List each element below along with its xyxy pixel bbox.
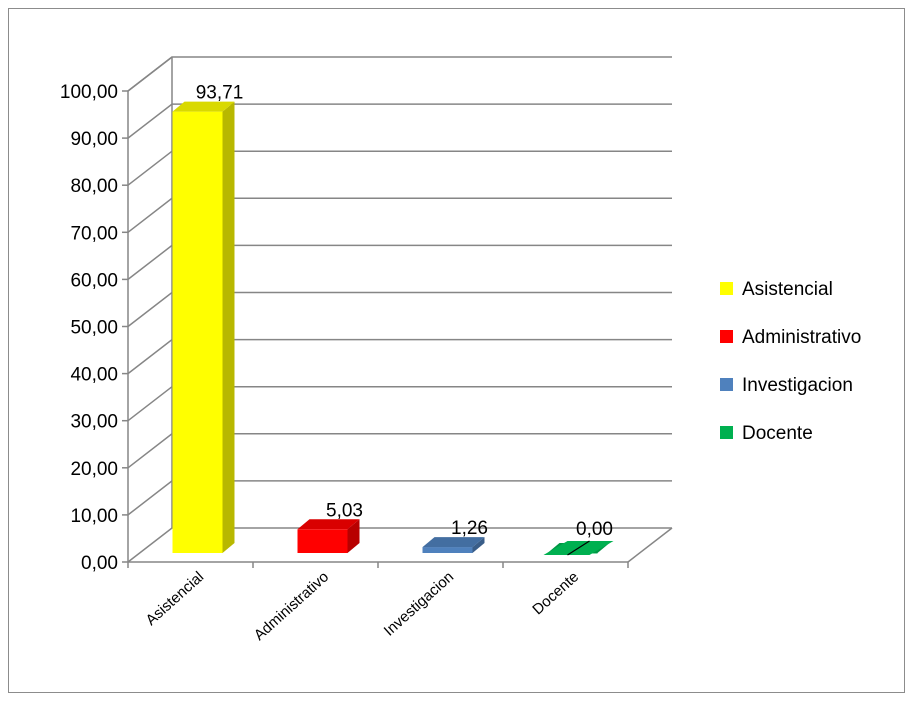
legend: Asistencial Administrativo Investigacion Do… (720, 279, 861, 444)
legend-label: Administrativo (742, 327, 861, 348)
y-tick-label: 100,00 (60, 82, 118, 103)
bar-front (422, 547, 473, 553)
y-tick-label: 20,00 (70, 459, 118, 480)
gridline (127, 150, 672, 186)
legend-label: Docente (742, 423, 813, 444)
gridlines (127, 56, 672, 563)
bars (172, 101, 614, 556)
legend-item: Docente (720, 423, 813, 444)
y-axis-tick-labels: 0,00 10,00 20,00 30,00 40,00 50,00 60,00 70,00 8… (60, 82, 118, 574)
x-tick-label: Administrativo (251, 568, 332, 644)
y-tick-label: 30,00 (70, 412, 118, 433)
legend-label: Asistencial (742, 279, 833, 300)
bar-top (172, 101, 235, 112)
bar-front (297, 529, 348, 553)
data-label-docente: 0,00 (576, 519, 613, 540)
data-label-asistencial: 93,71 (196, 83, 244, 104)
legend-swatch (720, 378, 733, 391)
gridline (127, 244, 672, 280)
gridline (127, 527, 672, 563)
bar-docente (543, 540, 614, 556)
legend-swatch (720, 426, 733, 439)
y-tick-label: 50,00 (70, 318, 118, 339)
gridline (127, 338, 672, 375)
data-label-administrativo: 5,03 (326, 500, 363, 521)
legend-item: Asistencial (720, 279, 833, 300)
y-tick-label: 70,00 (70, 223, 118, 244)
data-labels: 93,71 5,03 1,26 0,00 (196, 83, 613, 540)
bar-side (222, 101, 235, 553)
y-tick-label: 10,00 (70, 506, 118, 527)
x-tick-label: Investigacion (381, 568, 457, 639)
x-axis-tick-labels: Asistencial Administrativo Investigacion Do… (143, 568, 583, 644)
y-tick-label: 90,00 (70, 129, 118, 150)
x-tick-label: Docente (529, 568, 582, 618)
gridline (127, 56, 672, 92)
legend-swatch (720, 330, 733, 343)
y-tick-label: 80,00 (70, 176, 118, 197)
bar-top (422, 537, 485, 548)
bar-side (472, 537, 485, 553)
y-tick-label: 40,00 (70, 365, 118, 386)
y-tick-label: 60,00 (70, 270, 118, 291)
bar-front (172, 111, 223, 553)
bar-administrativo (297, 519, 360, 553)
gridline (127, 103, 672, 139)
legend-item: Administrativo (720, 327, 861, 348)
floor-right-edge (627, 527, 673, 563)
gridline (127, 291, 672, 328)
axes (122, 90, 629, 568)
gridline (127, 385, 672, 422)
gridline (127, 480, 672, 516)
data-label-leader (567, 540, 590, 556)
x-tick-label: Asistencial (143, 568, 208, 629)
bar-side (347, 519, 360, 553)
legend-swatch (720, 282, 733, 295)
legend-item: Investigacion (720, 375, 853, 396)
gridline (127, 433, 672, 469)
bar-top (297, 519, 360, 530)
bar-asistencial (172, 101, 235, 553)
data-label-investigacion: 1,26 (451, 518, 488, 539)
y-tick-label: 0,00 (81, 553, 118, 574)
legend-label: Investigacion (742, 375, 853, 396)
gridline (127, 197, 672, 233)
bar-investigacion (422, 537, 485, 553)
